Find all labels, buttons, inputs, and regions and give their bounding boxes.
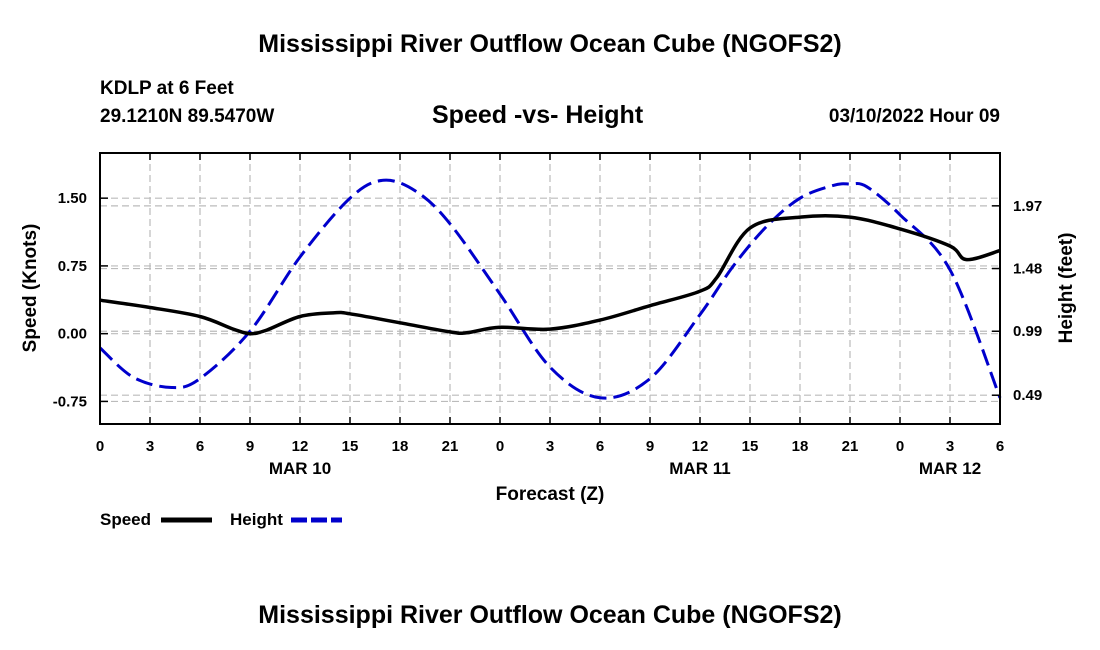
x-tick-label: 12 bbox=[292, 438, 309, 455]
y2-axis-label: Height (feet) bbox=[1056, 233, 1077, 344]
tick-layer: 0 3 6 9 12 15 18 21 0 3 6 9 12 15 18 21 0 3 6 MAR 10 MAR 11 M… bbox=[53, 153, 1042, 478]
x-tick-label: 6 bbox=[996, 438, 1004, 455]
x-tick-label: 15 bbox=[342, 438, 359, 455]
x-tick-label: 0 bbox=[896, 438, 904, 455]
station-coordinates: 29.1210N 89.5470W bbox=[100, 106, 275, 127]
x-tick-label: 0 bbox=[496, 438, 504, 455]
x-tick-label: 9 bbox=[646, 438, 654, 455]
height-series-line bbox=[98, 178, 1002, 400]
x-tick-label: 18 bbox=[792, 438, 809, 455]
x-tick-label: 12 bbox=[692, 438, 709, 455]
y2-tick-label: 0.99 bbox=[1013, 323, 1042, 340]
x-tick-label: 9 bbox=[246, 438, 254, 455]
footer-title: Mississippi River Outflow Ocean Cube (NG… bbox=[258, 601, 842, 629]
forecast-datetime: 03/10/2022 Hour 09 bbox=[828, 106, 1000, 127]
x-tick-label: 21 bbox=[442, 438, 459, 455]
x-tick-label: 6 bbox=[596, 438, 604, 455]
x-tick-label: 18 bbox=[392, 438, 409, 455]
y-tick-label: 0.75 bbox=[58, 258, 87, 275]
x-date-label: MAR 10 bbox=[269, 459, 331, 478]
y-tick-label: 0.00 bbox=[58, 326, 87, 343]
x-tick-label: 3 bbox=[146, 438, 154, 455]
y-tick-label: -0.75 bbox=[53, 393, 87, 410]
x-tick-label: 15 bbox=[742, 438, 759, 455]
y2-tick-label: 1.97 bbox=[1013, 198, 1042, 215]
y2-tick-label: 0.49 bbox=[1013, 387, 1042, 404]
legend-height-label: Height bbox=[230, 510, 283, 529]
main-title: Mississippi River Outflow Ocean Cube (NG… bbox=[258, 30, 842, 58]
speed-height-chart: 0 3 6 9 12 15 18 21 0 3 6 9 12 15 18 21 0 3 6 MAR 10 MAR 11 M… bbox=[20, 152, 1077, 529]
y-tick-label: 1.50 bbox=[58, 190, 87, 207]
y2-tick-label: 1.48 bbox=[1013, 261, 1042, 278]
x-date-label: MAR 12 bbox=[919, 459, 981, 478]
x-axis-label: Forecast (Z) bbox=[496, 484, 605, 505]
x-tick-label: 21 bbox=[842, 438, 859, 455]
y-axis-label: Speed (Knots) bbox=[20, 224, 41, 353]
x-date-label: MAR 11 bbox=[669, 459, 730, 478]
legend-speed-label: Speed bbox=[100, 510, 151, 529]
station-name: KDLP at 6 Feet bbox=[100, 78, 234, 99]
series-layer bbox=[98, 178, 1002, 400]
x-tick-label: 0 bbox=[96, 438, 104, 455]
grid-layer bbox=[100, 153, 1000, 424]
x-tick-label: 6 bbox=[196, 438, 204, 455]
x-tick-label: 3 bbox=[546, 438, 554, 455]
chart-subtitle: Speed -vs- Height bbox=[432, 101, 644, 129]
x-tick-label: 3 bbox=[946, 438, 954, 455]
speed-series-line bbox=[99, 213, 1001, 336]
legend: Speed Height bbox=[100, 510, 342, 529]
